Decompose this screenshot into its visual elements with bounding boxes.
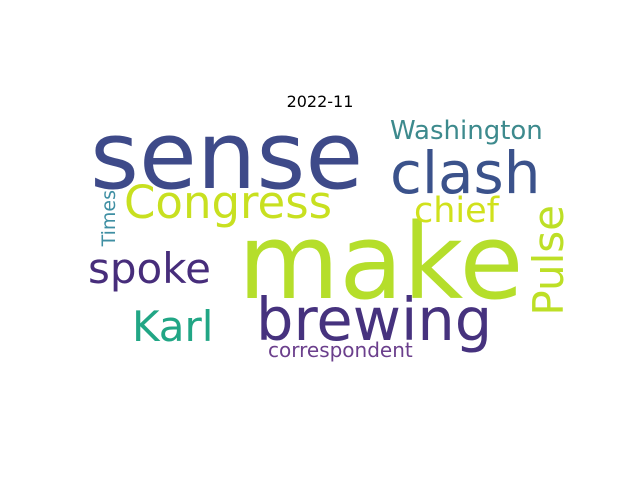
word-pulse: Pulse bbox=[524, 205, 573, 316]
word-spoke: spoke bbox=[88, 244, 211, 293]
word-chief: chief bbox=[414, 191, 500, 231]
word-correspondent: correspondent bbox=[268, 338, 413, 362]
word-washington: Washington bbox=[390, 116, 543, 146]
word-make: make bbox=[238, 201, 524, 323]
word-clash: clash bbox=[390, 139, 541, 207]
word-sense: sense bbox=[90, 102, 364, 211]
word-brewing: brewing bbox=[256, 285, 493, 354]
word-karl: Karl bbox=[132, 302, 214, 351]
word-cloud: make sense brewing clash Congress spoke Karl Pu… bbox=[80, 110, 576, 370]
chart-title: 2022-11 bbox=[286, 92, 354, 111]
word-times: Times bbox=[98, 190, 120, 247]
word-congress: Congress bbox=[124, 176, 333, 229]
